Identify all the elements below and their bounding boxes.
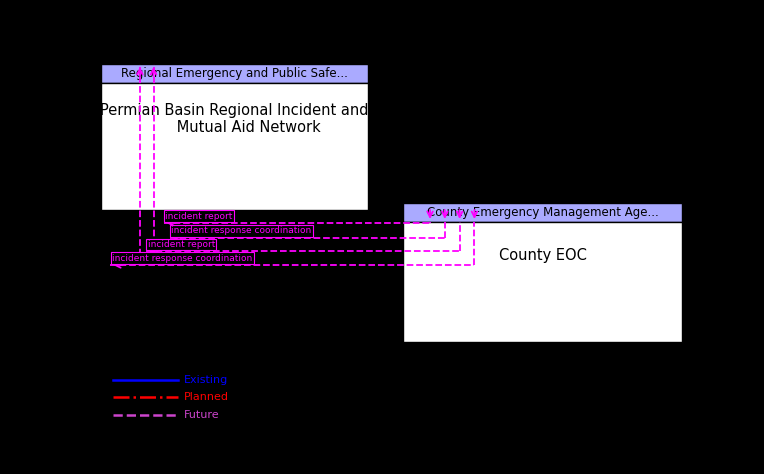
Text: County EOC: County EOC: [499, 248, 587, 263]
Text: County Emergency Management Age...: County Emergency Management Age...: [426, 206, 659, 219]
Text: Permian Basin Regional Incident and
      Mutual Aid Network: Permian Basin Regional Incident and Mutu…: [100, 102, 369, 135]
Text: Existing: Existing: [184, 375, 228, 385]
Text: Future: Future: [184, 410, 220, 420]
Bar: [403, 203, 681, 222]
Text: incident report: incident report: [165, 212, 233, 221]
Text: incident response coordination: incident response coordination: [112, 254, 252, 263]
Bar: [102, 64, 368, 83]
Text: Regional Emergency and Public Safe...: Regional Emergency and Public Safe...: [121, 67, 348, 80]
Bar: [403, 222, 681, 342]
Text: Planned: Planned: [184, 392, 229, 402]
Text: incident report: incident report: [147, 240, 215, 249]
Text: incident response coordination: incident response coordination: [171, 227, 312, 236]
Bar: [102, 83, 368, 210]
